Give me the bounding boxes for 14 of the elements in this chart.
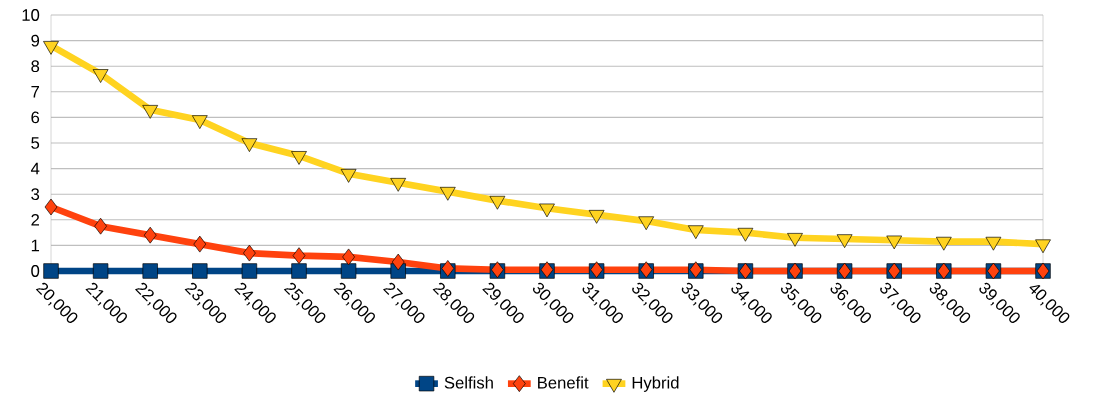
legend-label: Hybrid bbox=[632, 376, 679, 392]
y-tick-label: 10 bbox=[22, 9, 40, 21]
legend-label: Benefit bbox=[538, 376, 589, 389]
y-tick-label: 1 bbox=[31, 239, 40, 252]
y-tick-label: 8 bbox=[31, 60, 40, 73]
y-tick-label: 9 bbox=[31, 34, 40, 47]
legend-label: Selfish bbox=[444, 376, 493, 389]
y-tick-label: 2 bbox=[31, 213, 40, 226]
y-tick-label: 3 bbox=[31, 188, 40, 201]
y-tick-label: 4 bbox=[30, 162, 40, 175]
y-tick-label: 6 bbox=[31, 111, 40, 124]
y-tick-label: 0 bbox=[31, 265, 40, 277]
y-tick-label: 5 bbox=[31, 137, 40, 149]
y-tick-label: 7 bbox=[31, 86, 40, 98]
